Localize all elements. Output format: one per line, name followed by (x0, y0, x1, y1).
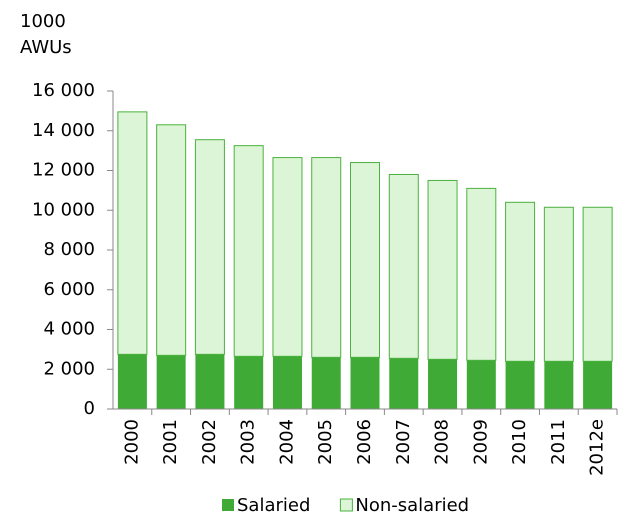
bar-segment (428, 359, 458, 409)
bar-segment (544, 361, 574, 409)
y-tick-label: 0 (84, 398, 95, 419)
bar-segment (350, 162, 380, 358)
bar-segment (156, 124, 187, 356)
bar-segment (388, 173, 419, 359)
y-axis-label: 1000 (20, 11, 66, 32)
legend-label: Salaried (237, 495, 310, 516)
x-tick-label: 2008 (432, 419, 453, 465)
x-tick-label: 2004 (276, 419, 297, 465)
x-tick-label: 2009 (470, 419, 491, 465)
bar-segment (234, 356, 264, 409)
x-tick-label: 2007 (393, 419, 414, 465)
y-tick-label: 2 000 (43, 358, 95, 379)
bar-segment (427, 179, 458, 360)
bar-segment (117, 354, 147, 409)
x-tick-label: 2001 (160, 419, 181, 465)
bar-segment (350, 357, 380, 409)
y-tick-label: 12 000 (32, 160, 95, 181)
bar-segment (583, 361, 613, 409)
y-tick-label: 6 000 (43, 279, 95, 300)
y-tick-label: 16 000 (32, 80, 95, 101)
bar-segment (466, 187, 497, 361)
bar-segment (233, 145, 264, 357)
bar-segment (194, 139, 225, 355)
bar-segment (272, 356, 302, 409)
bar-segment (505, 361, 535, 409)
bar-segment (156, 355, 186, 409)
legend-swatch (222, 499, 234, 511)
bar-segment (543, 206, 574, 362)
y-tick-label: 10 000 (32, 199, 95, 220)
y-axis-label: AWUs (20, 37, 72, 58)
x-tick-label: 2003 (238, 419, 259, 465)
x-tick-label: 2000 (121, 419, 142, 465)
bar-segment (195, 354, 225, 409)
x-tick-label: 2012e (587, 419, 608, 476)
x-tick-label: 2011 (548, 419, 569, 465)
legend-swatch (339, 498, 353, 512)
x-tick-label: 2005 (315, 419, 336, 465)
bar-segment (389, 358, 419, 409)
x-tick-label: 2010 (509, 419, 530, 465)
bar-segment (117, 111, 148, 355)
legend-label: Non-salaried (355, 495, 469, 516)
bar-segment (582, 206, 613, 362)
bar-segment (272, 157, 303, 357)
y-tick-label: 8 000 (43, 239, 95, 260)
y-tick-label: 14 000 (32, 120, 95, 141)
bar-segment (311, 157, 342, 358)
y-tick-label: 4 000 (43, 319, 95, 340)
x-tick-label: 2006 (354, 419, 375, 465)
x-tick-label: 2002 (199, 419, 220, 465)
bar-segment (311, 357, 341, 409)
bar-segment (505, 201, 536, 362)
bar-segment (466, 360, 496, 409)
